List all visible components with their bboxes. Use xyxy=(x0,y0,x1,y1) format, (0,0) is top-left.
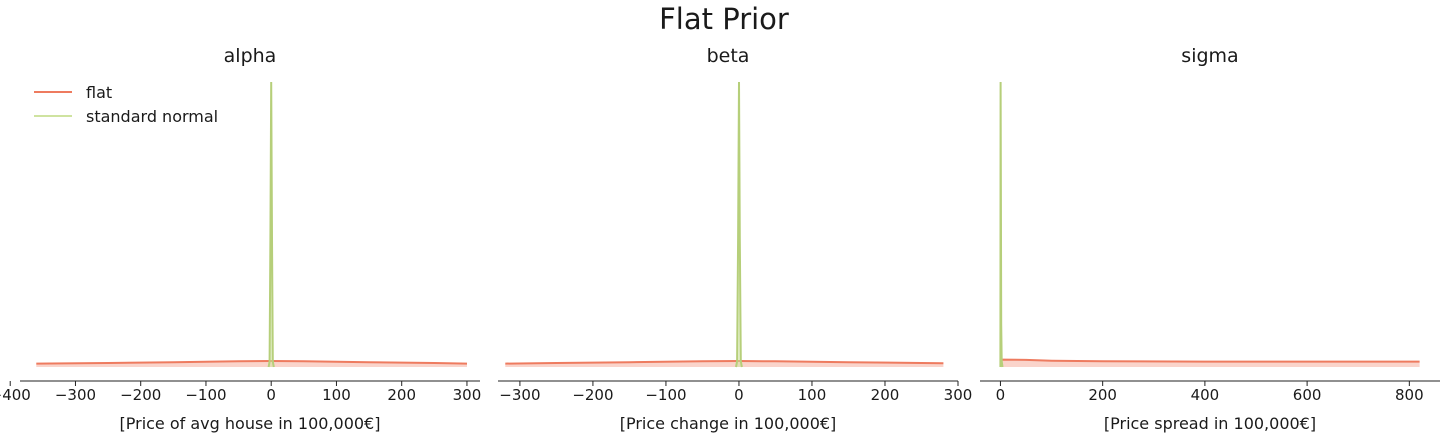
x-tick-label-sigma: 600 xyxy=(1293,386,1322,404)
x-tick-label-alpha: −100 xyxy=(185,386,226,404)
legend-item-flat: flat xyxy=(34,80,218,104)
legend-label-standard-normal: standard normal xyxy=(86,106,219,126)
panel-title-sigma: sigma xyxy=(1181,45,1238,67)
x-tick-label-beta: 0 xyxy=(734,386,744,404)
legend-label-flat: flat xyxy=(86,82,113,102)
x-tick-label-alpha: 100 xyxy=(322,386,351,404)
x-axis-label-alpha: [Price of avg house in 100,000€] xyxy=(120,414,381,433)
x-tick-label-sigma: 800 xyxy=(1395,386,1424,404)
panel-title-alpha: alpha xyxy=(224,45,277,67)
legend-swatch-standard-normal xyxy=(34,115,72,117)
legend: flat standard normal xyxy=(34,80,218,128)
x-tick-label-sigma: 400 xyxy=(1191,386,1220,404)
legend-item-standard-normal: standard normal xyxy=(34,104,218,128)
x-tick-label-beta: −300 xyxy=(499,386,540,404)
series-line-standard-normal-alpha xyxy=(267,81,275,368)
series-line-flat-sigma xyxy=(1000,358,1420,363)
x-tick-label-alpha: −400 xyxy=(0,386,31,404)
figure-title: Flat Prior xyxy=(659,2,789,36)
x-tick-label-alpha: −300 xyxy=(55,386,96,404)
x-tick-label-alpha: 200 xyxy=(387,386,416,404)
x-tick-label-sigma: 0 xyxy=(996,386,1006,404)
x-axis-label-sigma: [Price spread in 100,000€] xyxy=(1104,414,1316,433)
x-tick-label-alpha: 0 xyxy=(266,386,276,404)
x-tick-label-beta: −200 xyxy=(572,386,613,404)
x-tick-label-sigma: 200 xyxy=(1088,386,1117,404)
x-tick-label-alpha: −200 xyxy=(120,386,161,404)
legend-swatch-flat xyxy=(34,91,72,93)
series-line-standard-normal-beta xyxy=(735,81,743,368)
x-tick-label-alpha: 300 xyxy=(453,386,482,404)
x-tick-label-beta: −100 xyxy=(645,386,686,404)
series-line-standard-normal-sigma xyxy=(999,81,1004,368)
x-tick-label-beta: 100 xyxy=(798,386,827,404)
x-tick-label-beta: 200 xyxy=(871,386,900,404)
panel-title-beta: beta xyxy=(707,45,750,67)
x-axis-label-beta: [Price change in 100,000€] xyxy=(620,414,837,433)
x-tick-label-beta: 300 xyxy=(944,386,973,404)
